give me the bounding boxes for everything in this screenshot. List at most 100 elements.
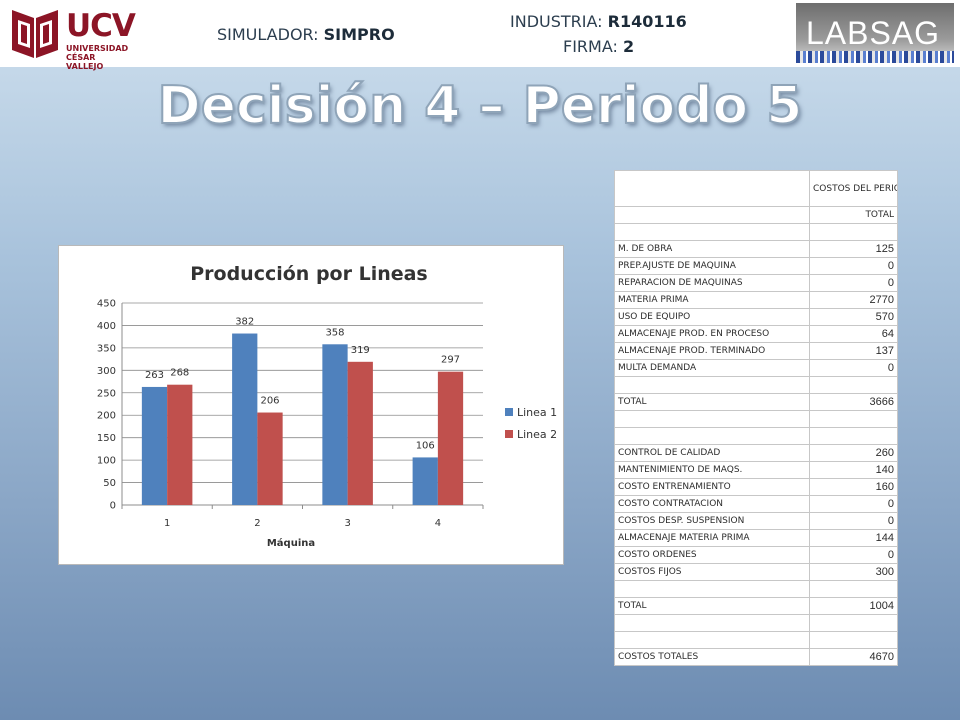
chart-data-labels: 263 268 382 206 358 319 106 297 (145, 317, 460, 452)
industry-label: INDUSTRIA: (510, 12, 603, 31)
cost-value (809, 223, 898, 241)
cost-value: 3666 (809, 393, 898, 411)
cost-label: MULTA DEMANDA (614, 359, 810, 377)
simulator-label: SIMULADOR: (217, 25, 319, 44)
data-label: 297 (441, 355, 460, 366)
costs-row: COSTOS FIJOS 300 (614, 563, 898, 581)
y-tick-label: 200 (97, 411, 116, 422)
chart-bars (141, 333, 464, 505)
legend-swatch (505, 408, 513, 416)
costs-subheader-blank (614, 206, 810, 224)
costs-row: MULTA DEMANDA 0 (614, 359, 898, 377)
cost-value: 125 (809, 240, 898, 258)
cost-value: 0 (809, 495, 898, 513)
costs-row: COSTO ENTRENAMIENTO 160 (614, 478, 898, 496)
cost-label: COSTOS DESP. SUSPENSION (614, 512, 810, 530)
cost-label (614, 580, 810, 598)
x-axis-label: Máquina (267, 537, 315, 549)
data-label: 106 (416, 440, 435, 451)
cost-label: ALMACENAJE PROD. EN PROCESO (614, 325, 810, 343)
y-tick-label: 250 (97, 388, 116, 399)
costs-row: M. DE OBRA 125 (614, 240, 898, 258)
cost-label (614, 427, 810, 445)
x-tick-label: 3 (344, 518, 350, 529)
cost-label: ALMACENAJE PROD. TERMINADO (614, 342, 810, 360)
production-chart-svg: Producción por Lineas 263 268 382 206 358 319… (97, 263, 557, 549)
cost-label: TOTAL (614, 597, 810, 615)
chart-legend: Linea 1 Linea 2 (505, 406, 557, 441)
bar-series-2 (347, 361, 373, 505)
x-tick-label: 4 (435, 518, 441, 529)
costs-row: COSTOS TOTALES 4670 (614, 648, 898, 666)
production-chart: Producción por Lineas 263 268 382 206 358 319… (58, 245, 564, 565)
costs-row (614, 427, 898, 445)
costs-row: PREP.AJUSTE DE MAQUINA 0 (614, 257, 898, 275)
cost-value: 137 (809, 342, 898, 360)
chart-tick-labels: 0 50 100 150 200 250 300 350 400 450 1 2 3 4 (97, 299, 441, 530)
industry-value: R140116 (607, 12, 687, 31)
costs-row: ALMACENAJE PROD. EN PROCESO 64 (614, 325, 898, 343)
ucv-logo: UCV UNIVERSIDAD CÉSAR VALLEJO (10, 6, 136, 71)
costs-header: COSTOS DEL PERIODO (809, 170, 898, 207)
data-label: 206 (260, 396, 279, 407)
industry-info: INDUSTRIA: R140116 (510, 12, 687, 31)
costs-row: ALMACENAJE PROD. TERMINADO 137 (614, 342, 898, 360)
cost-value: 260 (809, 444, 898, 462)
data-label: 263 (145, 370, 164, 381)
cost-value: 1004 (809, 597, 898, 615)
y-tick-label: 450 (97, 299, 116, 310)
cost-value: 0 (809, 257, 898, 275)
y-tick-label: 350 (97, 343, 116, 354)
costs-row: TOTAL 3666 (614, 393, 898, 411)
bar-series-1 (322, 344, 348, 505)
ucv-line1: UNIVERSIDAD (66, 44, 129, 53)
firm-label: FIRMA: (563, 37, 618, 56)
cost-label (614, 410, 810, 428)
cost-value: 0 (809, 512, 898, 530)
costs-row: MANTENIMIENTO DE MAQS. 140 (614, 461, 898, 479)
costs-row: MATERIA PRIMA 2770 (614, 291, 898, 309)
costs-subheader-row: TOTAL (614, 206, 898, 224)
costs-row: COSTO CONTRATACION 0 (614, 495, 898, 513)
cost-label: COSTO CONTRATACION (614, 495, 810, 513)
legend-label: Linea 2 (517, 428, 557, 441)
y-tick-label: 0 (110, 501, 116, 512)
cost-label: COSTO ORDENES (614, 546, 810, 564)
costs-table-body: COSTOS DEL PERIODO TOTAL M. DE OBRA125PR… (614, 170, 898, 666)
cost-value (809, 580, 898, 598)
costs-row (614, 376, 898, 394)
data-label: 268 (170, 368, 189, 379)
cost-label (614, 376, 810, 394)
header-bar: UCV UNIVERSIDAD CÉSAR VALLEJO SIMULADOR:… (0, 0, 960, 71)
cost-value: 140 (809, 461, 898, 479)
bar-series-1 (412, 457, 438, 505)
costs-row: TOTAL 1004 (614, 597, 898, 615)
cost-value: 144 (809, 529, 898, 547)
cost-value (809, 427, 898, 445)
costs-row: USO DE EQUIPO 570 (614, 308, 898, 326)
cost-value (809, 614, 898, 632)
costs-row (614, 410, 898, 428)
x-tick-label: 2 (254, 518, 260, 529)
cost-value: 0 (809, 546, 898, 564)
chart-title: Producción por Lineas (190, 263, 428, 285)
costs-row: CONTROL DE CALIDAD 260 (614, 444, 898, 462)
cost-value: 570 (809, 308, 898, 326)
cost-value: 0 (809, 359, 898, 377)
cost-label: REPARACION DE MAQUINAS (614, 274, 810, 292)
cost-value: 4670 (809, 648, 898, 666)
bar-series-1 (232, 333, 258, 505)
y-tick-label: 150 (97, 433, 116, 444)
costs-row (614, 614, 898, 632)
cost-value (809, 631, 898, 649)
legend-swatch (505, 430, 513, 438)
costs-row: COSTOS DESP. SUSPENSION 0 (614, 512, 898, 530)
data-label: 382 (235, 317, 254, 328)
cost-label: ALMACENAJE MATERIA PRIMA (614, 529, 810, 547)
bar-series-2 (257, 412, 283, 505)
costs-header-row: COSTOS DEL PERIODO (614, 170, 898, 207)
costs-subheader: TOTAL (809, 206, 898, 224)
legend-label: Linea 1 (517, 406, 557, 419)
firm-info: FIRMA: 2 (563, 37, 634, 56)
cost-label: COSTOS TOTALES (614, 648, 810, 666)
